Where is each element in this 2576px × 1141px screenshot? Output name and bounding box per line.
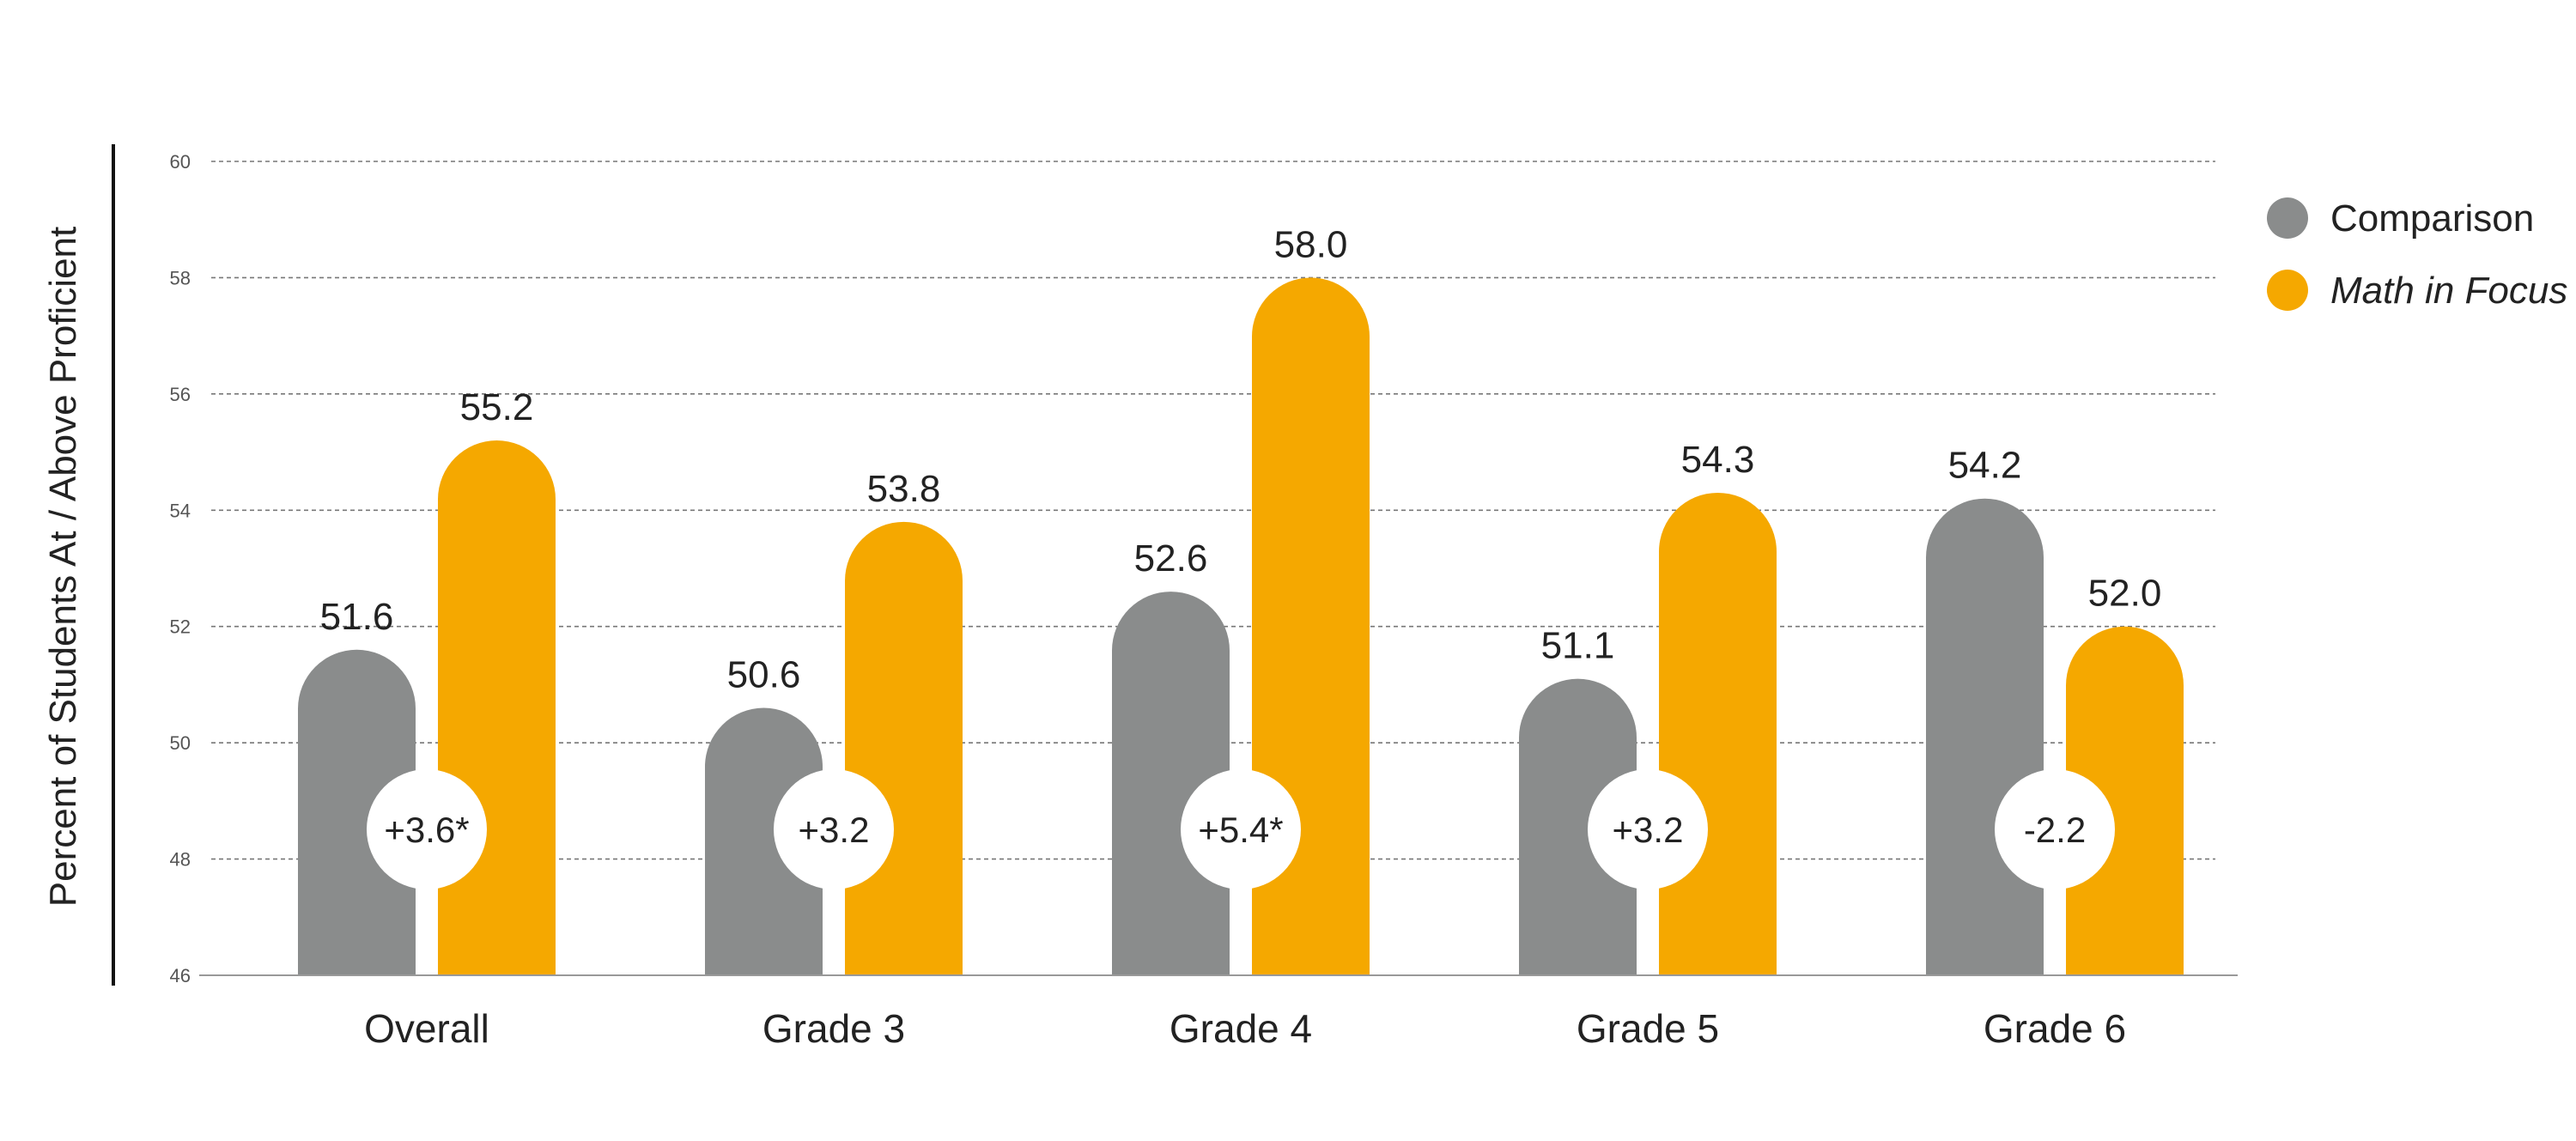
difference-badge xyxy=(367,769,487,889)
legend-label: Comparison xyxy=(2330,197,2534,240)
data-label: 55.2 xyxy=(460,386,534,428)
data-label: 54.2 xyxy=(1948,445,2022,487)
data-label: 51.6 xyxy=(320,596,394,638)
bar-math-in-focus xyxy=(1659,492,1777,975)
y-tick-label: 56 xyxy=(170,384,191,405)
labels: 51.6 55.2 +3.6* Overall 50.6 53.8 +3.2 Grade 3 5… xyxy=(320,223,2162,1051)
bar-comparison xyxy=(1926,498,2044,975)
difference-label: +3.6* xyxy=(384,810,469,850)
y-tick-label: 58 xyxy=(170,267,191,288)
difference-label: +5.4* xyxy=(1198,810,1283,850)
legend: Comparison Math in Focus xyxy=(2267,197,2567,312)
difference-label: +3.2 xyxy=(1613,810,1684,850)
y-tick-label: 50 xyxy=(170,732,191,754)
data-label: 58.0 xyxy=(1274,223,1348,265)
difference-badge xyxy=(1995,769,2115,889)
x-tick-label: Grade 4 xyxy=(1170,1006,1312,1051)
legend-swatch xyxy=(2267,197,2308,239)
y-tick-label: 60 xyxy=(170,151,191,173)
difference-label: -2.2 xyxy=(2024,810,2086,850)
legend-label: Math in Focus xyxy=(2330,270,2567,312)
bar-math-in-focus xyxy=(845,521,963,975)
legend-swatch xyxy=(2267,270,2308,311)
difference-badge xyxy=(1588,769,1708,889)
y-tick-label: 52 xyxy=(170,616,191,638)
bar-comparison xyxy=(1112,592,1230,975)
x-tick-label: Grade 6 xyxy=(1984,1006,2126,1051)
difference-badge xyxy=(774,769,894,889)
difference-badge xyxy=(1181,769,1301,889)
difference-label: +3.2 xyxy=(799,810,870,850)
bar-comparison xyxy=(298,649,416,975)
bar-comparison xyxy=(705,707,823,975)
bar-math-in-focus xyxy=(2066,626,2184,975)
x-tick-label: Grade 5 xyxy=(1577,1006,1719,1051)
x-tick-label: Grade 3 xyxy=(762,1006,905,1051)
bar-math-in-focus xyxy=(438,440,556,975)
y-tick-label: 54 xyxy=(170,500,191,521)
y-axis-label: Percent of Students At / Above Proficien… xyxy=(42,227,84,907)
x-tick-label: Overall xyxy=(364,1006,489,1051)
data-label: 54.3 xyxy=(1681,439,1755,481)
data-label: 53.8 xyxy=(867,468,941,510)
bar-comparison xyxy=(1519,678,1637,975)
y-tick-label: 48 xyxy=(170,849,191,871)
y-tick-label: 46 xyxy=(170,965,191,986)
data-label: 52.6 xyxy=(1134,537,1208,580)
data-label: 50.6 xyxy=(727,654,801,696)
data-label: 52.0 xyxy=(2088,573,2162,615)
data-label: 51.1 xyxy=(1541,625,1615,667)
